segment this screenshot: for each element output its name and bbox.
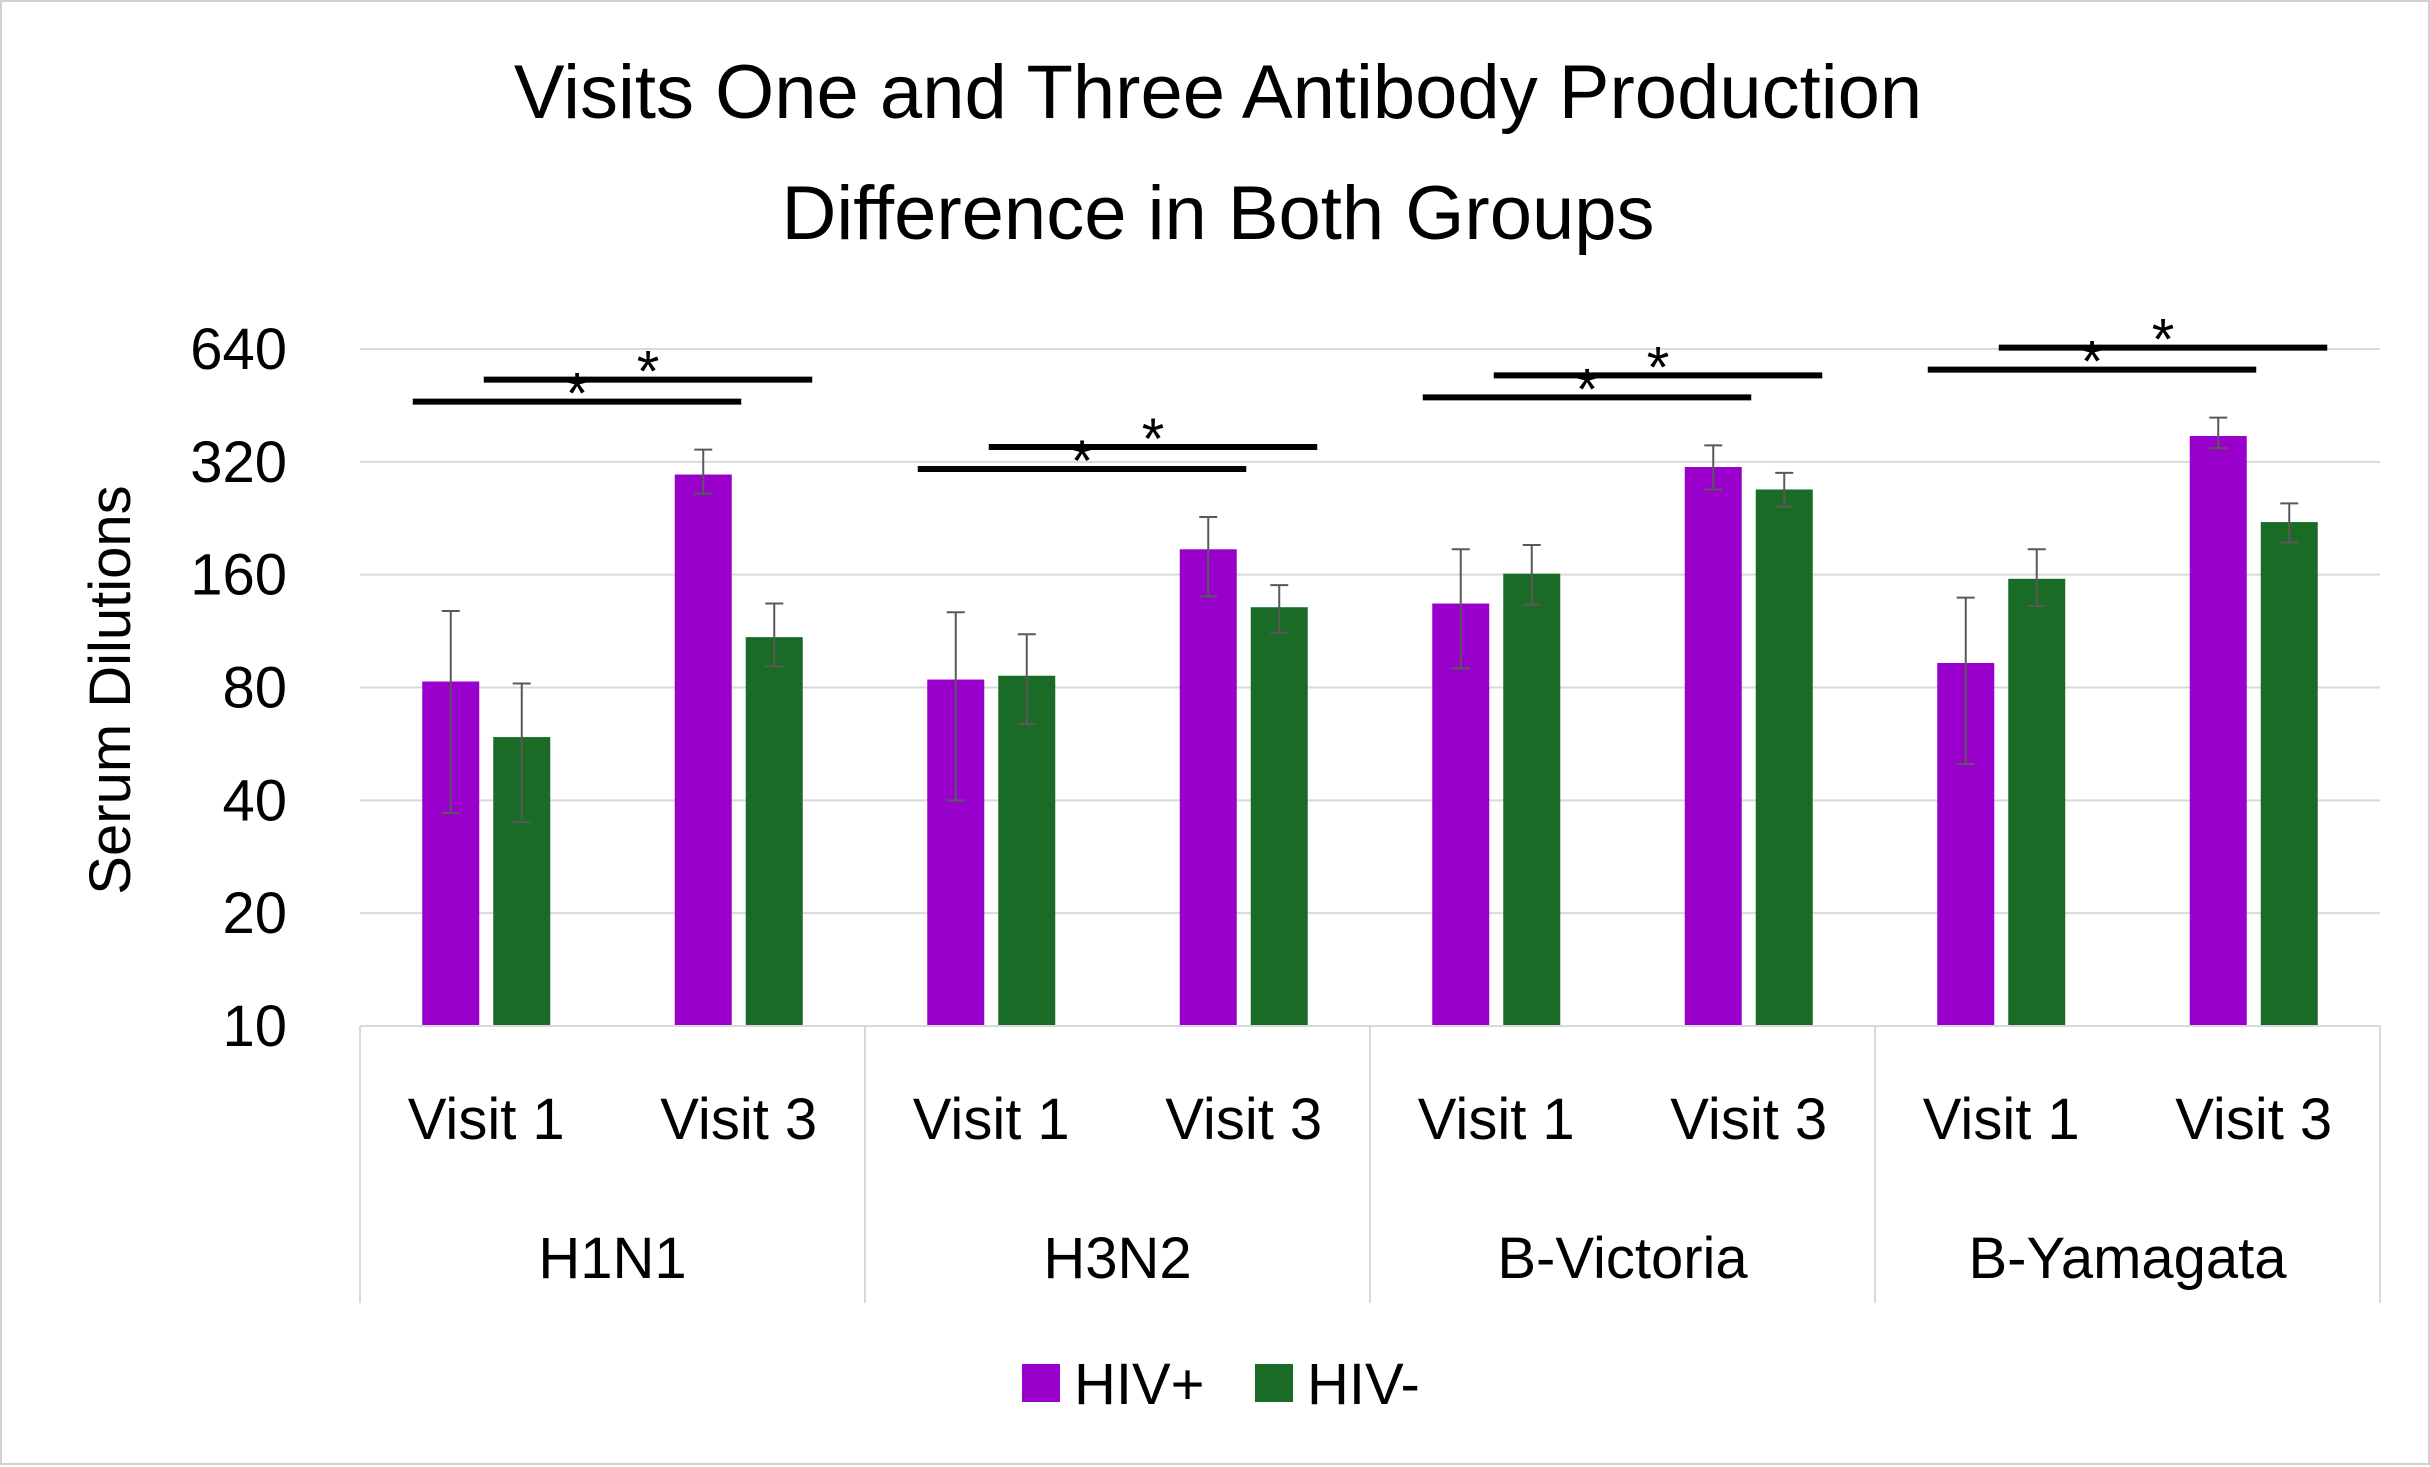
y-tick-label: 40: [222, 768, 287, 833]
significance-brackets: * * * * * * * *: [412, 308, 2328, 494]
bar: [674, 474, 732, 1026]
significance-star: *: [1647, 335, 1670, 400]
x-tick-label: Visit 3: [2175, 1087, 2332, 1152]
y-tick-label: 20: [222, 881, 287, 946]
significance-star: *: [2152, 308, 2175, 373]
significance-star: *: [1142, 407, 1165, 472]
bars: [422, 436, 2318, 1026]
bar: [1250, 607, 1308, 1026]
legend-label: HIV+: [1074, 1352, 1205, 1417]
bar: [1755, 489, 1813, 1026]
group-label: B-Victoria: [1497, 1226, 1748, 1291]
legend-label: HIV-: [1307, 1352, 1420, 1417]
legend-swatch: [1255, 1364, 1293, 1402]
x-tick-label: Visit 1: [1923, 1087, 2080, 1152]
y-tick-label: 640: [190, 317, 287, 382]
bar: [2008, 578, 2066, 1026]
significance-star: *: [637, 340, 660, 405]
bar: [745, 637, 803, 1026]
chart-title-line-1: Visits One and Three Antibody Production: [514, 50, 1922, 135]
gridlines: [360, 348, 2380, 915]
legend: HIV+ HIV-: [1022, 1352, 1420, 1417]
significance-star: *: [566, 362, 589, 427]
y-axis-ticks: 640 320 160 80 40 20 10: [190, 317, 287, 1059]
bar: [1179, 549, 1237, 1026]
bar: [1684, 467, 1742, 1026]
significance-star: *: [1576, 357, 1599, 422]
bar: [2189, 436, 2247, 1026]
x-tick-label: Visit 1: [408, 1087, 565, 1152]
significance-star: *: [1071, 429, 1094, 494]
group-label: B-Yamagata: [1968, 1226, 2287, 1291]
y-axis-label: Serum Dilutions: [78, 485, 143, 894]
x-tick-label: Visit 3: [660, 1087, 817, 1152]
x-tick-label: Visit 1: [1418, 1087, 1575, 1152]
bar: [1503, 573, 1561, 1026]
bar: [2260, 522, 2318, 1026]
x-tick-label: Visit 3: [1670, 1087, 1827, 1152]
y-tick-label: 320: [190, 430, 287, 495]
bar: [1432, 603, 1490, 1026]
x-tick-label: Visit 1: [913, 1087, 1070, 1152]
group-label: H1N1: [538, 1226, 686, 1291]
y-tick-label: 160: [190, 543, 287, 608]
group-label: H3N2: [1043, 1226, 1191, 1291]
significance-star: *: [2081, 330, 2104, 395]
y-tick-label: 10: [222, 994, 287, 1059]
x-axis: Visit 1 Visit 3 H1N1 Visit 1 Visit 3 H3N2 Visi…: [359, 1025, 2381, 1303]
legend-swatch: [1022, 1364, 1060, 1402]
bar: [998, 675, 1056, 1026]
y-tick-label: 80: [222, 656, 287, 721]
x-tick-label: Visit 3: [1165, 1087, 1322, 1152]
chart-title-line-2: Difference in Both Groups: [781, 171, 1654, 256]
error-bars: [441, 416, 2299, 824]
